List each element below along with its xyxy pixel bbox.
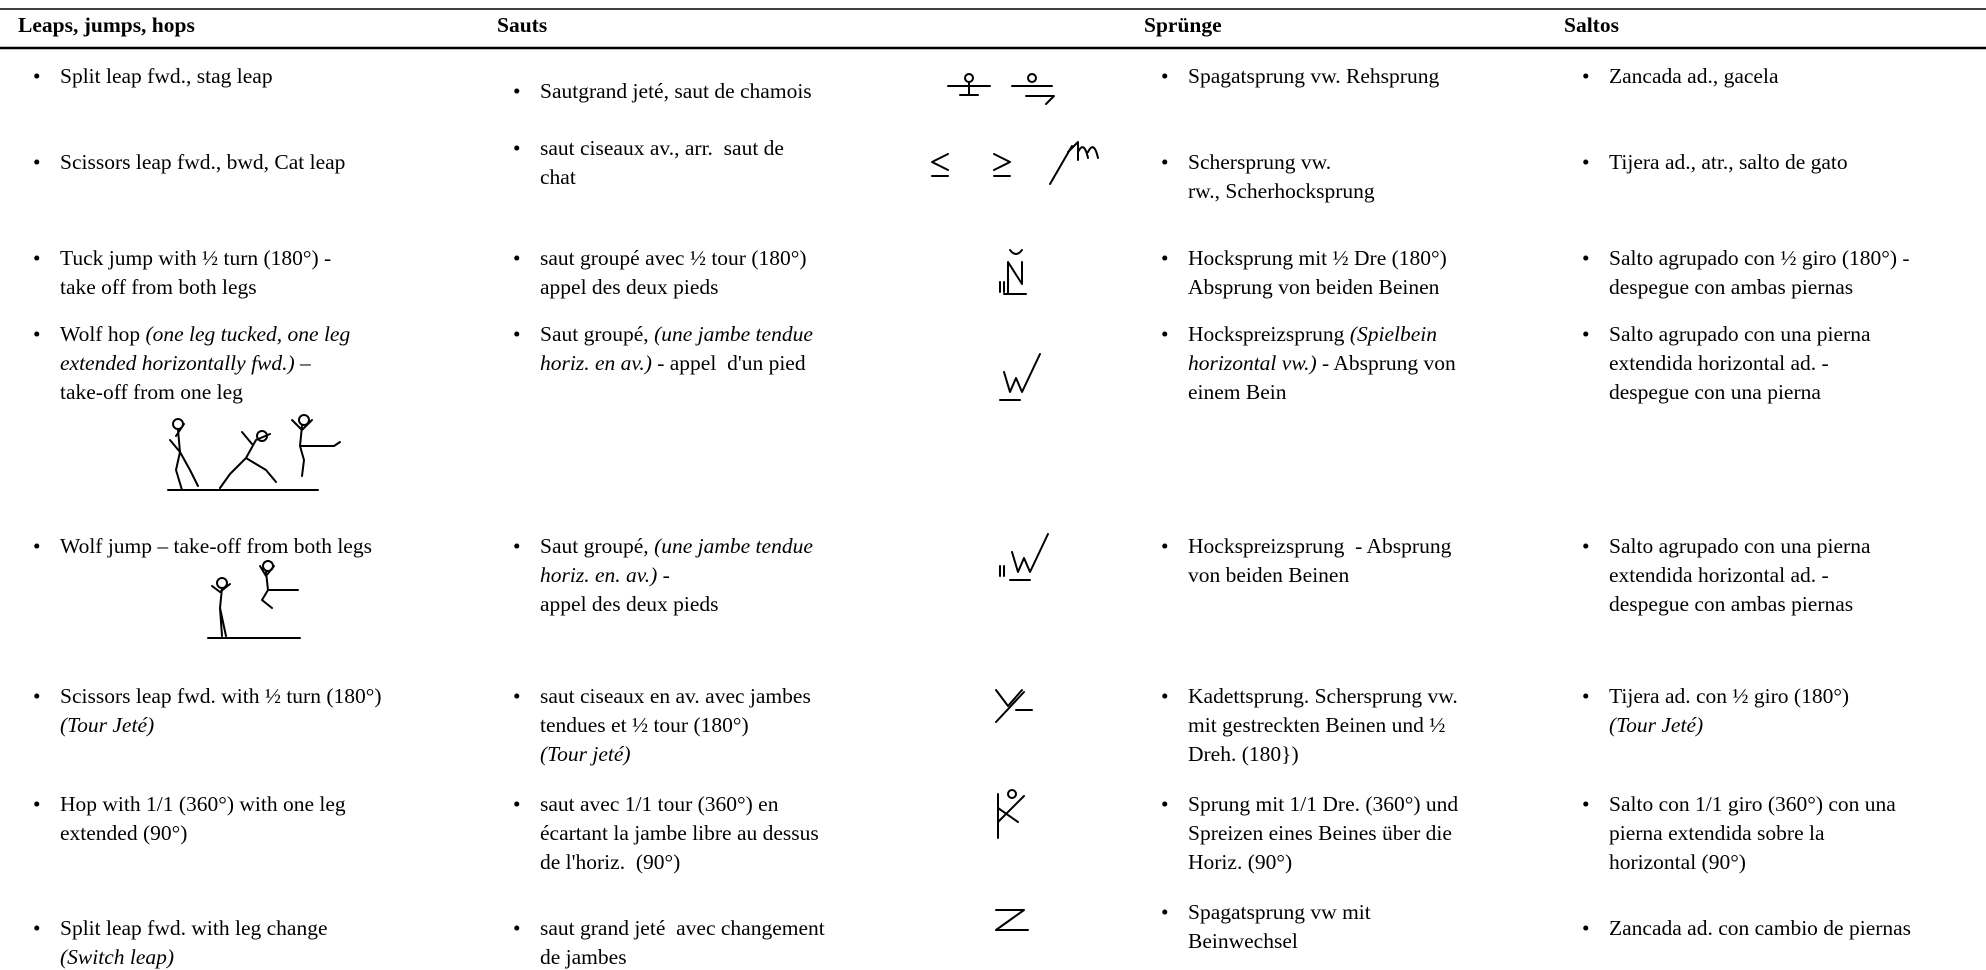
text-segment: Saut groupé, (540, 533, 655, 558)
symbol-tuck-jump (999, 249, 1027, 295)
cell-text: Spagatsprung vw mit Beinwechsel (1161, 898, 1371, 956)
cell-text: Zancada ad. con cambio de piernas (1582, 914, 1912, 943)
text-segment: Sprung mit 1/1 Dre. (360°) und Spreizen … (1188, 791, 1459, 874)
cell-text: Sprung mit 1/1 Dre. (360°) und Spreizen … (1161, 790, 1459, 877)
text-segment: Salto agrupado con una pierna extendida … (1609, 533, 1871, 616)
text-segment: Tijera ad., atr., salto de gato (1609, 149, 1848, 174)
text-segment: Scissors leap fwd., bwd, Cat leap (60, 149, 346, 174)
cell-text: Saut groupé, (une jambe tendue horiz. en… (513, 320, 813, 378)
text-segment: Zancada ad., gacela (1609, 63, 1779, 88)
text-segment: (une jambe tendue horiz. en. av.) (540, 533, 813, 587)
cell-text: Salto agrupado con una pierna extendida … (1582, 320, 1871, 407)
cell-text: Tijera ad., atr., salto de gato (1582, 148, 1848, 177)
text-segment: Salto con 1/1 giro (360°) con una pierna… (1609, 791, 1896, 874)
column-header: Saltos (1564, 12, 1619, 37)
cell-text: saut ciseaux av., arr. saut de chat (513, 134, 784, 192)
text-segment: Spagatsprung vw mit Beinwechsel (1188, 899, 1371, 953)
text-segment: (Switch leap) (60, 945, 175, 970)
text-segment: (one leg tucked, one leg extended horizo… (60, 321, 351, 375)
cell-text: Split leap fwd., stag leap (33, 62, 273, 91)
text-segment: Wolf hop (60, 321, 146, 346)
text-segment: Kadettsprung. Schersprung vw. mit gestre… (1188, 684, 1458, 767)
cell-text: Hockspreizsprung (Spielbein horizontal v… (1161, 320, 1456, 407)
text-segment: Salto agrupado con ½ giro (180°) - despe… (1609, 245, 1910, 299)
symbol-scissors-leap (931, 141, 1099, 185)
text-segment: saut grand jeté avec changement de jambe… (540, 916, 825, 970)
symbol-split-leap (947, 73, 1055, 105)
cell-text: saut avec 1/1 tour (360°) en écartant la… (513, 790, 819, 877)
text-segment: Sautgrand jeté, saut de chamois (540, 78, 812, 103)
cell-text: Salto agrupado con una pierna extendida … (1582, 532, 1871, 619)
text-segment: saut groupé avec ½ tour (180°) appel des… (540, 245, 807, 299)
text-segment: Saut groupé, (540, 321, 655, 346)
text-segment: Hop with 1/1 (360°) with one leg extende… (60, 791, 346, 845)
text-segment: Scissors leap fwd. with ½ turn (180°) (60, 684, 382, 709)
text-segment: (une jambe tendue horiz. en av.) (540, 321, 813, 375)
text-segment: saut ciseaux av., arr. saut de chat (540, 135, 784, 189)
cell-text: Wolf jump – take-off from both legs (33, 532, 372, 561)
cell-text: Split leap fwd. with leg change (Switch … (33, 914, 328, 970)
column-header: Leaps, jumps, hops (18, 12, 195, 37)
cell-text: Zancada ad., gacela (1582, 62, 1779, 91)
symbol-switch-leap (995, 909, 1029, 931)
text-segment: saut ciseaux en av. avec jambes tendues … (540, 684, 811, 738)
text-segment: Hockspreizsprung (1188, 321, 1350, 346)
cell-text: Hockspreizsprung - Absprung von beiden B… (1161, 532, 1452, 590)
text-segment: Split leap fwd., stag leap (60, 63, 273, 88)
symbol-wolf-jump (999, 533, 1049, 581)
cell-text: Hocksprung mit ½ Dre (180°) Absprung von… (1161, 244, 1447, 302)
text-segment: Split leap fwd. with leg change (60, 916, 328, 941)
text-segment: (Tour Jeté) (1609, 713, 1704, 738)
text-segment: Zancada ad. con cambio de piernas (1609, 916, 1912, 941)
text-segment: - appel des deux pieds (540, 562, 719, 616)
cell-text: saut ciseaux en av. avec jambes tendues … (513, 682, 811, 769)
text-segment: saut avec 1/1 tour (360°) en écartant la… (540, 791, 819, 874)
figure-wolf-jump (207, 560, 301, 639)
text-segment: Tijera ad. con ½ giro (180°) (1609, 684, 1850, 709)
cell-text: Tuck jump with ½ turn (180°) - take off … (33, 244, 332, 302)
cell-text: Spagatsprung vw. Rehsprung (1161, 62, 1440, 91)
text-segment: Salto agrupado con una pierna extendida … (1609, 321, 1871, 404)
symbol-tour-jete (995, 689, 1033, 723)
text-segment: (Tour Jeté) (60, 713, 155, 738)
text-segment: (Spielbein horizontal vw.) (1188, 321, 1437, 375)
cell-text: Wolf hop (one leg tucked, one leg extend… (33, 320, 351, 407)
cell-text: Schersprung vw. rw., Scherhocksprung (1161, 148, 1375, 206)
text-segment: Schersprung vw. rw., Scherhocksprung (1188, 149, 1375, 203)
text-segment: Wolf jump – take-off from both legs (60, 533, 372, 558)
text-segment: - Absprung von einem Bein (1188, 350, 1456, 404)
figure-wolf-hop (167, 414, 341, 491)
column-header: Sprünge (1144, 12, 1222, 37)
text-segment: – take-off from one leg (60, 350, 311, 404)
cell-text: Saut groupé, (une jambe tendue horiz. en… (513, 532, 813, 619)
cell-text: Scissors leap fwd. with ½ turn (180°) (T… (33, 682, 382, 740)
column-header: Sauts (497, 12, 548, 37)
cell-text: saut grand jeté avec changement de jambe… (513, 914, 825, 970)
text-segment: Spagatsprung vw. Rehsprung (1188, 63, 1440, 88)
cell-text: saut groupé avec ½ tour (180°) appel des… (513, 244, 807, 302)
symbol-hop-turn (997, 789, 1025, 839)
text-segment: Hocksprung mit ½ Dre (180°) Absprung von… (1188, 245, 1447, 299)
text-segment: Hockspreizsprung - Absprung von beiden B… (1188, 533, 1452, 587)
cell-text: Kadettsprung. Schersprung vw. mit gestre… (1161, 682, 1458, 769)
text-segment: - appel d'un pied (651, 350, 806, 375)
text-segment: (Tour jeté) (540, 742, 631, 767)
cell-text: Scissors leap fwd., bwd, Cat leap (33, 148, 346, 177)
symbol-wolf-hop (999, 353, 1041, 401)
cell-text: Sautgrand jeté, saut de chamois (513, 77, 812, 106)
cell-text: Hop with 1/1 (360°) with one leg extende… (33, 790, 346, 848)
cell-text: Salto agrupado con ½ giro (180°) - despe… (1582, 244, 1910, 302)
cell-text: Tijera ad. con ½ giro (180°) (Tour Jeté) (1582, 682, 1850, 740)
cell-text: Salto con 1/1 giro (360°) con una pierna… (1582, 790, 1896, 877)
text-segment: Tuck jump with ½ turn (180°) - take off … (60, 245, 332, 299)
